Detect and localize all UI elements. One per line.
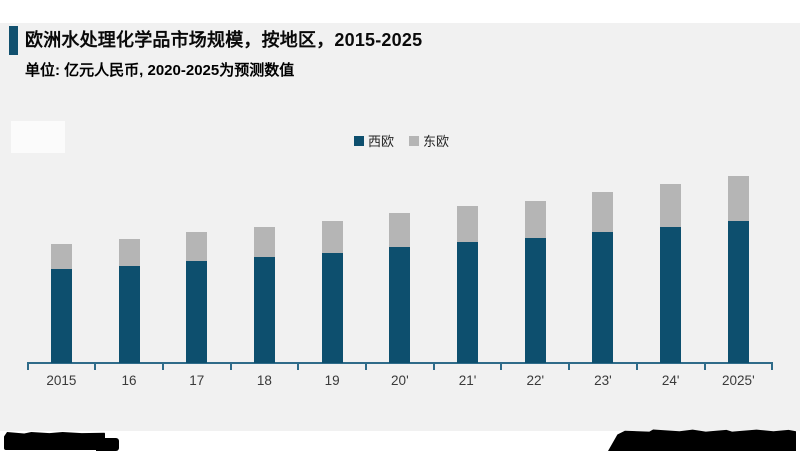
redacted-source-block xyxy=(608,429,796,451)
bar-group-24' xyxy=(660,184,682,363)
x-axis-tick xyxy=(26,364,29,370)
bar-segment-east xyxy=(727,176,749,221)
bar-group-17 xyxy=(186,232,208,363)
x-axis-label-23': 23' xyxy=(594,373,612,388)
x-axis-tick xyxy=(703,364,706,370)
x-axis-label-24': 24' xyxy=(661,373,680,388)
watermark-placeholder-box xyxy=(11,121,65,153)
bar-group-22' xyxy=(524,201,546,363)
bar-segment-east xyxy=(186,232,208,261)
bar-segment-east xyxy=(592,192,614,232)
bar-segment-west xyxy=(727,221,749,363)
x-axis-tick xyxy=(229,364,232,370)
bar-segment-west xyxy=(50,269,72,363)
bar-group-19 xyxy=(321,221,343,363)
x-axis-label-18: 18 xyxy=(256,373,272,388)
bar-group-20' xyxy=(389,213,411,363)
chart-subtitle: 单位: 亿元人民币, 2020-2025为预测数值 xyxy=(25,62,295,79)
legend-label: 西欧 xyxy=(368,134,395,149)
title-accent-bar xyxy=(9,26,18,55)
x-axis-label-20': 20' xyxy=(391,373,409,388)
x-axis-label-17: 17 xyxy=(189,373,205,388)
bar-segment-west xyxy=(389,247,411,363)
redacted-logo-block xyxy=(4,432,105,450)
bar-segment-west xyxy=(660,227,682,363)
bar-segment-west xyxy=(253,257,275,363)
legend-item-东欧: 东欧 xyxy=(409,131,449,150)
x-axis-tick xyxy=(500,364,503,370)
bar-segment-west xyxy=(592,232,614,363)
bar-segment-east xyxy=(118,239,140,266)
x-axis-label-2025': 2025' xyxy=(722,373,755,388)
chart-legend: 西欧 东欧 xyxy=(354,131,449,150)
legend-swatch-icon xyxy=(409,135,420,146)
bar-segment-east xyxy=(50,244,72,269)
x-axis-tick xyxy=(635,364,638,370)
bar-segment-east xyxy=(389,213,411,247)
title-row: 欧洲水处理化学品市场规模，按地区，2015-2025 xyxy=(9,26,422,55)
bar-segment-east xyxy=(253,227,275,257)
chart-title: 欧洲水处理化学品市场规模，按地区，2015-2025 xyxy=(25,30,423,50)
x-axis-tick xyxy=(771,364,774,370)
bar-segment-west xyxy=(118,266,140,363)
x-axis-tick xyxy=(568,364,571,370)
x-axis-label-16: 16 xyxy=(121,373,137,388)
bar-segment-west xyxy=(524,238,546,363)
legend-label: 东欧 xyxy=(423,134,450,149)
bar-segment-east xyxy=(524,201,546,238)
bar-group-2025' xyxy=(727,176,749,363)
x-axis-tick xyxy=(432,364,435,370)
bar-group-21' xyxy=(457,206,479,363)
bar-segment-west xyxy=(457,242,479,363)
bar-group-18 xyxy=(253,227,275,363)
x-axis-tick xyxy=(94,364,97,370)
bar-segment-east xyxy=(321,221,343,253)
bar-segment-west xyxy=(321,253,343,363)
legend-swatch-icon xyxy=(354,135,364,146)
redacted-logo-block-step xyxy=(96,438,119,451)
bar-segment-east xyxy=(660,184,682,227)
bar-group-16 xyxy=(118,239,140,363)
bar-segment-east xyxy=(457,206,479,242)
bar-segment-west xyxy=(186,261,208,363)
x-axis-label-19: 19 xyxy=(324,373,340,388)
x-axis-label-2015: 2015 xyxy=(46,373,77,388)
x-axis-tick xyxy=(161,364,164,370)
x-axis-line xyxy=(26,362,774,364)
bar-group-23' xyxy=(592,192,614,363)
x-axis-label-21': 21' xyxy=(458,373,477,388)
x-axis-tick xyxy=(365,364,367,370)
bar-group-2015 xyxy=(50,244,72,363)
legend-item-西欧: 西欧 xyxy=(354,131,394,150)
x-axis-tick xyxy=(297,364,300,370)
x-axis-label-22': 22' xyxy=(526,373,545,388)
